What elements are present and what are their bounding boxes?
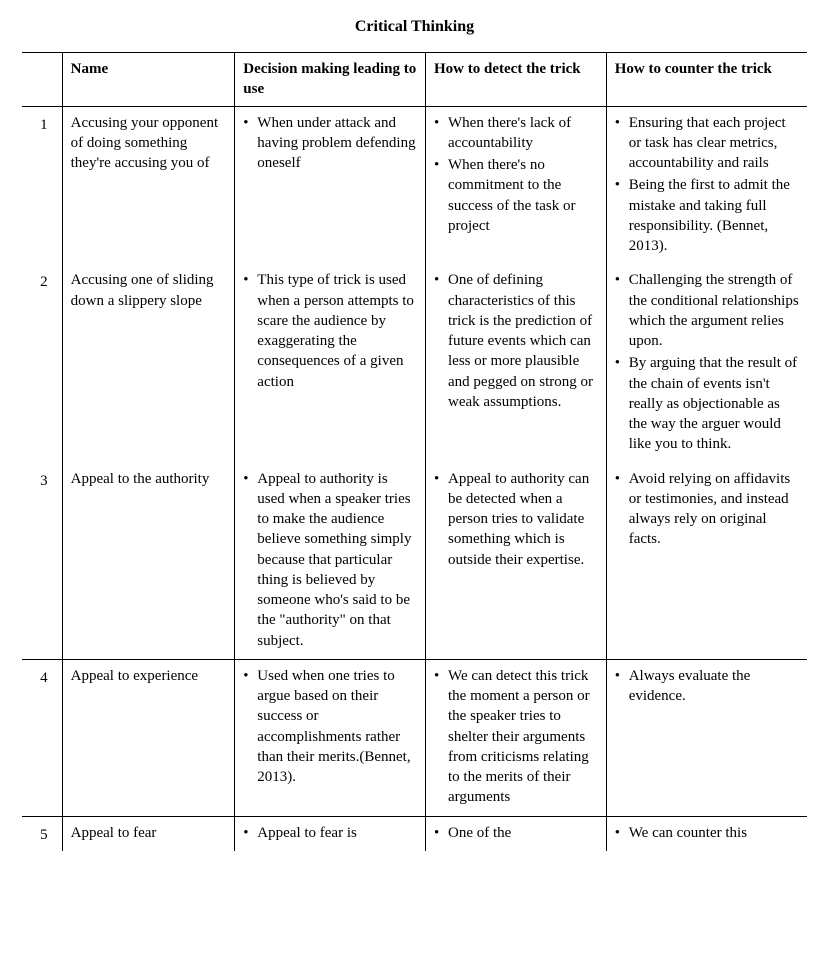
row-detect-list: One of defining characteristics of this … — [434, 270, 598, 412]
list-item: When there's no commitment to the succes… — [434, 155, 598, 236]
table-row: 1Accusing your opponent of doing somethi… — [22, 106, 807, 264]
row-name: Appeal to the authority — [62, 463, 235, 660]
row-number: 4 — [22, 659, 62, 816]
row-decision: Used when one tries to argue based on th… — [235, 659, 426, 816]
table-row: 4Appeal to experienceUsed when one tries… — [22, 659, 807, 816]
row-detect: When there's lack of accountabilityWhen … — [426, 106, 607, 264]
col-header-decision: Decision making leading to use — [235, 53, 426, 107]
row-counter: Ensuring that each project or task has c… — [606, 106, 807, 264]
row-detect: One of the — [426, 816, 607, 851]
list-item: We can detect this trick the moment a pe… — [434, 666, 598, 808]
list-item: We can counter this — [615, 823, 799, 843]
row-counter: We can counter this — [606, 816, 807, 851]
table-row: 2Accusing one of sliding down a slippery… — [22, 264, 807, 462]
row-detect: One of defining characteristics of this … — [426, 264, 607, 462]
row-detect: We can detect this trick the moment a pe… — [426, 659, 607, 816]
row-counter-list: Challenging the strength of the conditio… — [615, 270, 799, 454]
list-item: Used when one tries to argue based on th… — [243, 666, 417, 788]
row-decision-list: When under attack and having problem def… — [243, 113, 417, 174]
col-header-counter: How to counter the trick — [606, 53, 807, 107]
list-item: Being the first to admit the mistake and… — [615, 175, 799, 256]
row-decision: Appeal to fear is — [235, 816, 426, 851]
row-detect-list: Appeal to authority can be detected when… — [434, 469, 598, 570]
critical-thinking-table: Name Decision making leading to use How … — [22, 52, 807, 851]
list-item: Appeal to authority can be detected when… — [434, 469, 598, 570]
table-header-row: Name Decision making leading to use How … — [22, 53, 807, 107]
list-item: This type of trick is used when a person… — [243, 270, 417, 392]
row-detect-list: We can detect this trick the moment a pe… — [434, 666, 598, 808]
list-item: When under attack and having problem def… — [243, 113, 417, 174]
col-header-name: Name — [62, 53, 235, 107]
row-decision-list: Appeal to fear is — [243, 823, 417, 843]
row-counter: Challenging the strength of the conditio… — [606, 264, 807, 462]
row-decision: When under attack and having problem def… — [235, 106, 426, 264]
row-counter-list: We can counter this — [615, 823, 799, 843]
row-decision: This type of trick is used when a person… — [235, 264, 426, 462]
row-name: Accusing your opponent of doing somethin… — [62, 106, 235, 264]
row-detect-list: One of the — [434, 823, 598, 843]
row-counter-list: Avoid relying on affidavits or testimoni… — [615, 469, 799, 550]
row-name: Appeal to fear — [62, 816, 235, 851]
row-decision-list: Used when one tries to argue based on th… — [243, 666, 417, 788]
page-title: Critical Thinking — [22, 18, 807, 36]
col-header-detect: How to detect the trick — [426, 53, 607, 107]
row-decision-list: This type of trick is used when a person… — [243, 270, 417, 392]
col-header-num — [22, 53, 62, 107]
list-item: By arguing that the result of the chain … — [615, 353, 799, 454]
row-number: 5 — [22, 816, 62, 851]
row-name: Appeal to experience — [62, 659, 235, 816]
row-counter-list: Always evaluate the evidence. — [615, 666, 799, 707]
row-number: 2 — [22, 264, 62, 462]
row-detect-list: When there's lack of accountabilityWhen … — [434, 113, 598, 237]
list-item: One of defining characteristics of this … — [434, 270, 598, 412]
row-number: 1 — [22, 106, 62, 264]
row-decision-list: Appeal to authority is used when a speak… — [243, 469, 417, 651]
list-item: Challenging the strength of the conditio… — [615, 270, 799, 351]
row-decision: Appeal to authority is used when a speak… — [235, 463, 426, 660]
list-item: When there's lack of accountability — [434, 113, 598, 154]
row-number: 3 — [22, 463, 62, 660]
list-item: Always evaluate the evidence. — [615, 666, 799, 707]
row-name: Accusing one of sliding down a slippery … — [62, 264, 235, 462]
row-counter: Avoid relying on affidavits or testimoni… — [606, 463, 807, 660]
list-item: Ensuring that each project or task has c… — [615, 113, 799, 174]
list-item: Appeal to authority is used when a speak… — [243, 469, 417, 651]
row-detect: Appeal to authority can be detected when… — [426, 463, 607, 660]
list-item: One of the — [434, 823, 598, 843]
row-counter-list: Ensuring that each project or task has c… — [615, 113, 799, 257]
list-item: Avoid relying on affidavits or testimoni… — [615, 469, 799, 550]
row-counter: Always evaluate the evidence. — [606, 659, 807, 816]
table-row: 5Appeal to fear Appeal to fear is One of t… — [22, 816, 807, 851]
table-body: 1Accusing your opponent of doing somethi… — [22, 106, 807, 851]
table-row: 3Appeal to the authorityAppeal to author… — [22, 463, 807, 660]
list-item: Appeal to fear is — [243, 823, 417, 843]
